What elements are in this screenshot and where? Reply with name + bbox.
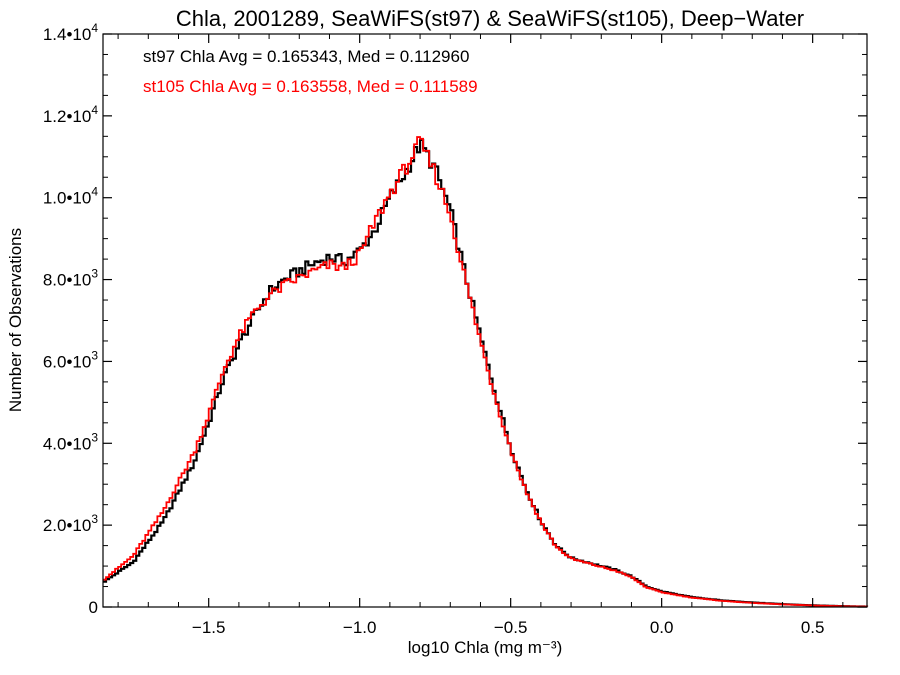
st105-annotation: st105 Chla Avg = 0.163558, Med = 0.11158… <box>143 77 478 96</box>
x-tick-label: −0.5 <box>494 618 528 637</box>
x-tick-label: −1.0 <box>343 618 377 637</box>
x-tick-label: 0.5 <box>801 618 825 637</box>
x-tick-label: 0.0 <box>650 618 674 637</box>
st97-annotation: st97 Chla Avg = 0.165343, Med = 0.112960 <box>143 47 469 66</box>
y-tick-label: 8.0•103 <box>43 267 99 290</box>
y-axis-ticks: 0 2.0•103 4.0•103 6.0•103 8.0•103 1.0•104 1.2•… <box>43 21 867 617</box>
series-layer <box>103 136 869 608</box>
y-tick-label: 2.0•103 <box>43 512 99 535</box>
y-axis-label: Number of Observations <box>6 228 25 412</box>
y-tick-label: 1.0•104 <box>43 185 99 208</box>
y-tick-label: 0 <box>89 598 98 617</box>
y-tick-label: 1.2•104 <box>43 103 99 126</box>
x-axis-label: log10 Chla (mg m⁻³) <box>408 638 562 657</box>
y-tick-label: 1.4•104 <box>43 21 99 44</box>
chart-title: Chla, 2001289, SeaWiFS(st97) & SeaWiFS(s… <box>176 6 804 31</box>
x-axis-ticks: −1.5 −1.0 −0.5 0.0 0.5 <box>117 34 844 637</box>
series-st105-line <box>103 136 868 608</box>
x-tick-label: −1.5 <box>192 618 226 637</box>
y-tick-label: 6.0•103 <box>43 348 99 371</box>
y-tick-label: 4.0•103 <box>43 430 99 453</box>
